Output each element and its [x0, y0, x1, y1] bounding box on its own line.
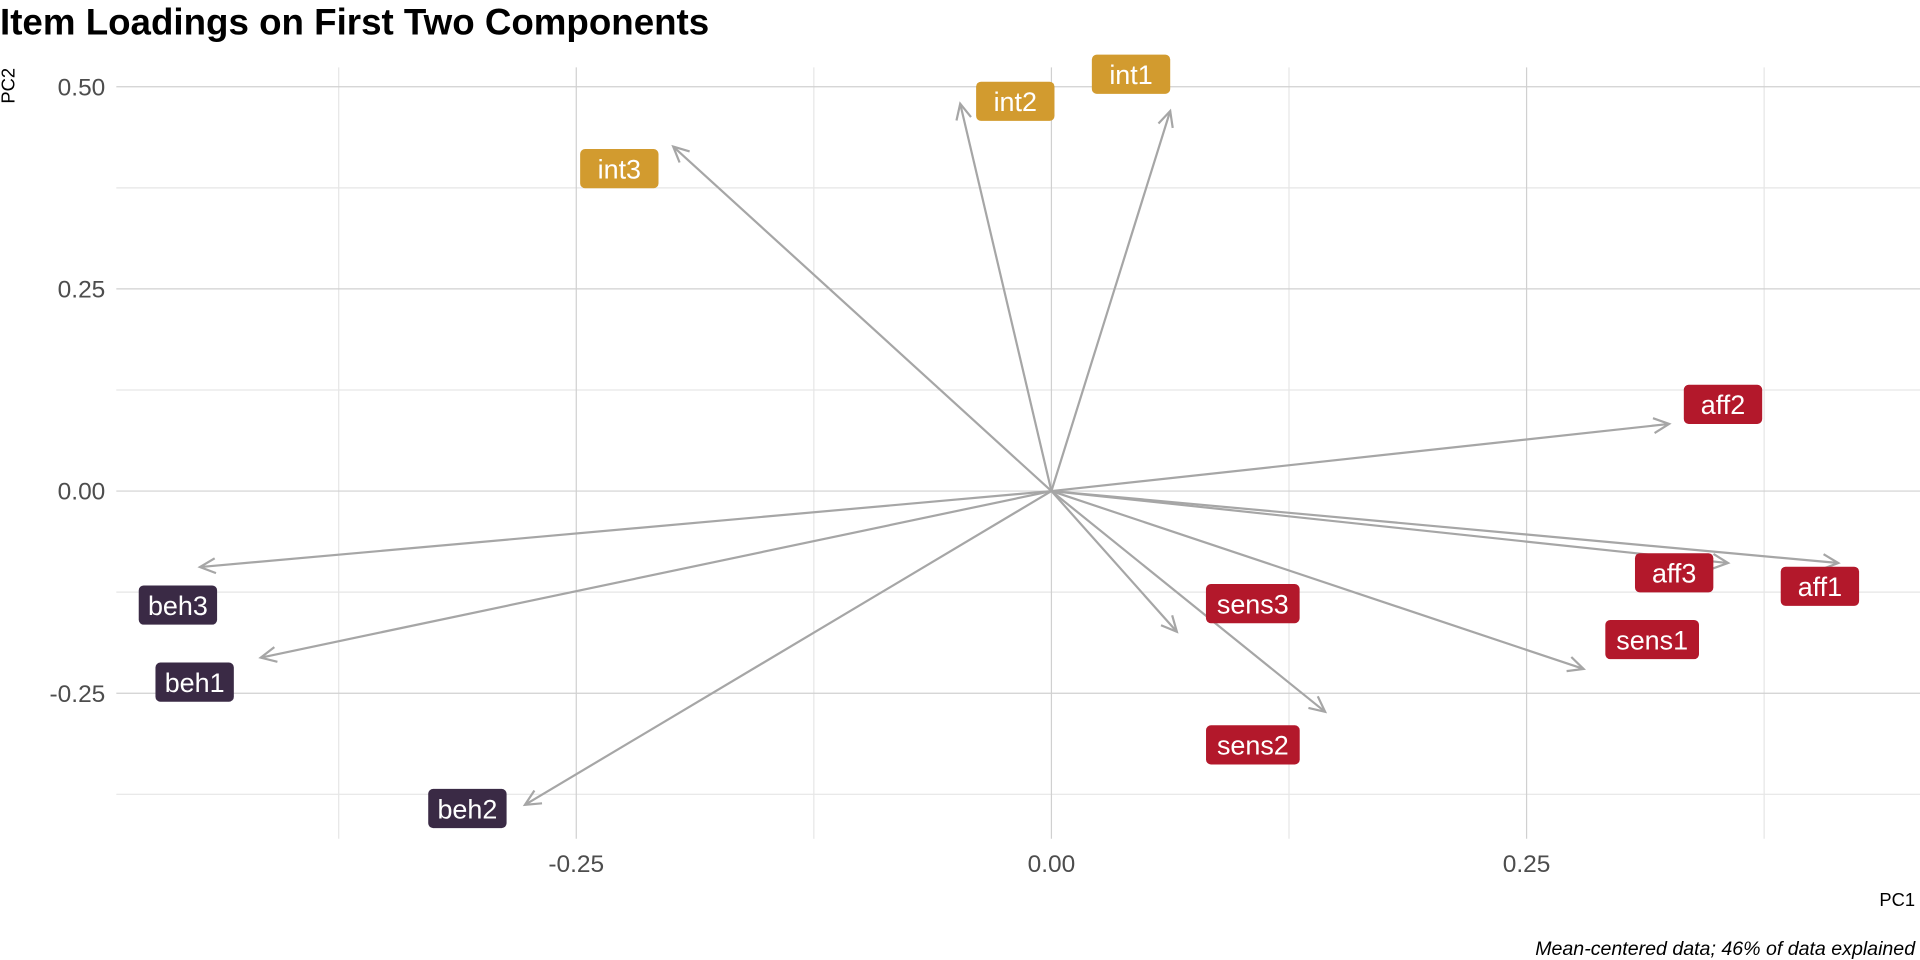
arrow-int2	[959, 103, 1053, 492]
arrow-int1	[1050, 110, 1172, 492]
label-box	[428, 788, 507, 829]
arrow-beh3	[199, 489, 1052, 569]
arrowhead-sens2	[1308, 695, 1328, 714]
label-int3: int3	[580, 149, 659, 189]
arrowhead-aff3	[1711, 553, 1731, 570]
x-tick-label: -0.25	[548, 851, 604, 878]
label-text: aff1	[1798, 572, 1842, 602]
label-text: beh3	[148, 591, 208, 621]
arrowhead-aff2	[1652, 417, 1672, 434]
arrow-aff3	[1051, 489, 1729, 565]
arrow-sens2	[1050, 490, 1326, 713]
arrowhead-beh3	[197, 557, 217, 575]
label-text: int1	[1109, 60, 1152, 90]
arrow-aff1	[1051, 489, 1839, 565]
arrowhead-beh2	[522, 789, 543, 807]
arrow-int3	[672, 145, 1053, 492]
y-tick-label: 0.25	[58, 276, 106, 303]
y-tick-label: 0.50	[58, 74, 106, 101]
label-text: beh2	[437, 794, 497, 824]
arrow-sens1	[1051, 490, 1584, 671]
label-sens2: sens2	[1206, 725, 1300, 765]
item-labels: int1 int2 int3 aff1 aff2 aff3 sens1 sens2 sens3 b…	[138, 54, 1860, 829]
label-int1: int1	[1091, 54, 1171, 94]
tick-labels: -0.25 0.00 0.25 -0.25 0.00 0.25 0.50	[50, 74, 1551, 878]
label-box	[1205, 584, 1300, 624]
arrow-aff2	[1051, 422, 1670, 493]
label-box	[1634, 553, 1714, 593]
x-axis-label: PC1	[1879, 889, 1915, 910]
grid	[116, 67, 1920, 839]
label-box	[580, 149, 659, 189]
label-box	[1206, 725, 1300, 765]
label-sens1: sens1	[1605, 619, 1700, 660]
label-box	[1780, 566, 1860, 606]
arrowhead-int3	[671, 144, 690, 163]
label-text: int2	[994, 87, 1037, 117]
chart-title: Item Loadings on First Two Components	[0, 1, 709, 42]
arrowhead-sens1	[1566, 656, 1586, 673]
arrow-beh1	[260, 489, 1052, 659]
y-tick-label: -0.25	[50, 681, 106, 708]
arrows	[197, 101, 1841, 807]
label-box	[1683, 384, 1763, 424]
label-text: aff3	[1652, 559, 1696, 589]
label-box	[1091, 54, 1171, 94]
x-tick-label: 0.00	[1028, 851, 1076, 878]
label-text: beh1	[165, 668, 225, 698]
arrow-sens3	[1050, 490, 1178, 633]
label-sens3: sens3	[1205, 584, 1300, 624]
label-beh2: beh2	[428, 788, 507, 829]
label-box	[976, 81, 1055, 121]
label-text: sens3	[1217, 589, 1289, 619]
label-box	[155, 662, 234, 702]
arrow-beh2	[524, 490, 1052, 806]
label-text: sens2	[1217, 731, 1289, 761]
x-tick-label: 0.25	[1503, 851, 1551, 878]
label-box	[138, 585, 218, 625]
arrowhead-sens3	[1160, 614, 1179, 634]
label-box	[1605, 619, 1700, 660]
y-tick-label: 0.00	[58, 479, 106, 506]
arrowhead-int1	[1157, 108, 1174, 129]
label-beh3: beh3	[138, 585, 218, 625]
label-aff2: aff2	[1683, 384, 1763, 424]
caption: Mean-centered data; 46% of data explaine…	[1535, 938, 1916, 960]
label-text: aff2	[1701, 390, 1745, 420]
label-text: int3	[598, 154, 641, 184]
y-axis-label: PC2	[0, 68, 19, 104]
arrowhead-int2	[955, 101, 972, 121]
arrowhead-beh1	[258, 646, 278, 663]
label-int2: int2	[976, 81, 1055, 121]
label-aff3: aff3	[1634, 553, 1714, 593]
label-aff1: aff1	[1780, 566, 1860, 606]
label-text: sens1	[1616, 625, 1688, 655]
label-beh1: beh1	[155, 662, 234, 702]
